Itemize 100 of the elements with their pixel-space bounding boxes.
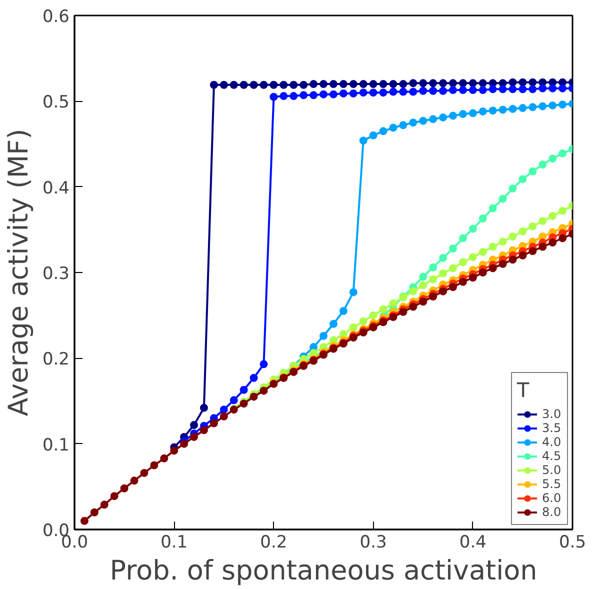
point [369,311,378,320]
point [409,118,418,127]
point [478,248,487,256]
point [548,238,557,247]
point [270,80,278,89]
point [448,283,457,292]
point [429,115,438,124]
point [468,253,477,262]
point [448,86,457,94]
point [280,92,288,100]
point [399,88,408,96]
point [320,332,328,340]
point [538,217,547,226]
point [419,272,428,281]
point [508,232,517,241]
point [548,84,557,92]
x-axis-title: Prob. of spontaneous activation [110,556,538,586]
point [310,80,318,88]
legend-label: 5.0 [542,463,562,477]
point [558,84,567,92]
point [379,80,388,88]
point [508,256,517,264]
point [458,258,467,266]
point [439,254,448,262]
point [240,80,248,89]
point [399,308,408,316]
y-tick-label: 0.3 [42,264,70,284]
point [409,287,418,296]
point [280,80,288,89]
point [558,100,567,109]
point [250,374,258,382]
y-tick-label: 0.4 [42,178,70,198]
point [200,404,208,412]
point [369,80,378,88]
point [508,104,517,113]
y-axis-title: Average activity (MF) [3,128,34,416]
point [528,103,537,112]
point [548,212,557,220]
point [120,484,128,492]
point [518,104,527,112]
legend-label: 3.0 [542,407,562,421]
point [488,264,497,272]
point [379,88,388,97]
point [230,396,238,404]
point [468,224,477,233]
point [488,242,497,251]
legend-title: T [517,378,530,402]
point [389,88,398,96]
point [548,101,557,110]
point [389,299,398,308]
x-tick-label: 0.2 [260,532,288,552]
point [558,206,567,215]
point [488,106,497,115]
point [399,121,408,130]
point [369,131,378,140]
point [419,281,428,290]
point [518,85,527,94]
point [160,454,168,462]
point [558,149,567,158]
point [528,167,537,176]
point [498,238,507,246]
legend-label: 4.0 [542,435,562,449]
y-tick-label: 0.1 [42,435,70,456]
point [498,194,507,203]
point [260,80,268,89]
point [528,247,537,256]
point [250,80,258,89]
point [538,102,547,110]
point [329,80,338,88]
point [468,274,477,282]
point [409,79,418,88]
point [439,287,448,296]
point [508,78,517,86]
point [468,109,477,118]
point [419,116,428,125]
point [339,89,348,98]
point [518,251,527,260]
point [538,160,547,169]
point [180,440,188,448]
legend-label: 6.0 [542,491,562,505]
point [170,446,178,455]
point [369,88,378,97]
point [498,106,507,114]
point [150,461,158,470]
y-tick-label: 0.2 [42,350,70,370]
point [379,127,388,136]
point [409,88,418,96]
point [260,360,268,368]
point [359,136,368,145]
point [270,92,278,101]
point [429,86,438,95]
point [419,79,428,88]
point [439,79,448,88]
point [90,508,98,516]
point [290,92,298,100]
point [498,260,507,268]
point [230,80,238,89]
point [220,412,228,420]
point [349,89,358,98]
point [528,85,537,94]
